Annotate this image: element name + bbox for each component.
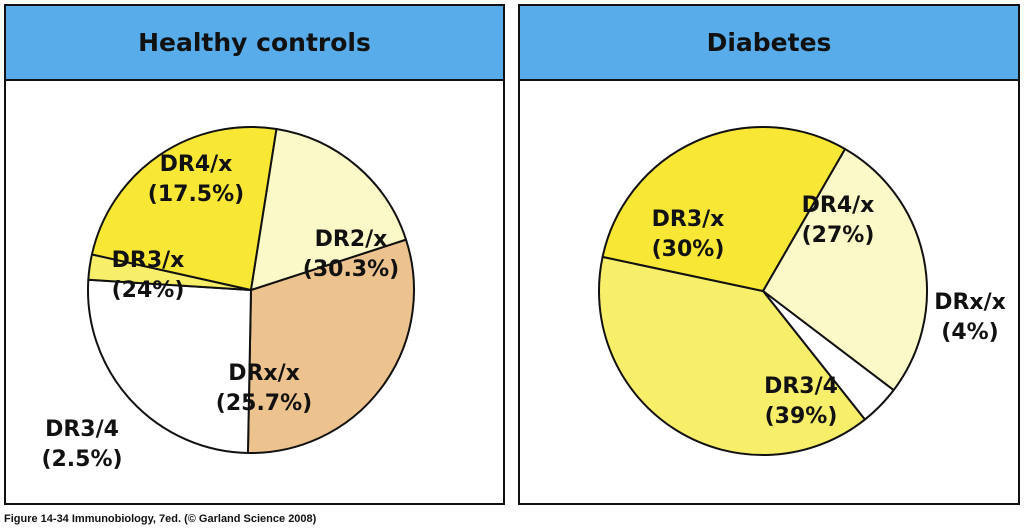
slice-percent-dr4-x: (27%) — [802, 223, 875, 248]
slice-label-dr3-4: DR3/4 — [764, 374, 838, 399]
slice-percent-drx-x: (25.7%) — [216, 391, 312, 416]
diabetes-panel: Diabetes DR4/x (27%) DRx/x (4%) DR3/4 (39%) DR… — [518, 4, 1020, 505]
slice-label-dr3-x: DR3/x — [652, 207, 725, 232]
slice-percent-drx-x: (4%) — [941, 320, 998, 345]
slice-label-dr4-x: DR4/x — [802, 193, 875, 218]
figure-caption: Figure 14-34 Immunobiology, 7ed. (© Garl… — [4, 513, 317, 525]
slice-percent-dr2-x: (30.3%) — [303, 257, 399, 282]
healthy-controls-title: Healthy controls — [6, 6, 503, 81]
pie-slice-dr4-x — [762, 147, 928, 392]
slice-percent-dr3-4: (2.5%) — [41, 447, 122, 472]
diabetes-title: Diabetes — [520, 6, 1018, 81]
pie-slice-dr2-x — [246, 238, 415, 454]
pie-slice-dr3-4 — [598, 255, 866, 456]
pie-slice-drx-x — [86, 278, 252, 454]
diabetes-pie-chart: DR4/x (27%) DRx/x (4%) DR3/4 (39%) DR3/x (30%) — [598, 125, 1006, 456]
slice-percent-dr3-4: (39%) — [765, 404, 838, 429]
healthy-controls-panel: Healthy controls DR2/x (30.3%) DRx/x (25.7%… — [4, 4, 505, 505]
slice-percent-dr4-x: (17.5%) — [148, 182, 244, 207]
pie-slice-dr4-x — [250, 128, 408, 291]
pie-slice-dr3-x — [90, 126, 278, 291]
slice-label-drx-x: DRx/x — [228, 361, 300, 386]
slice-label-dr2-x: DR2/x — [315, 227, 388, 252]
slice-label-drx-x: DRx/x — [934, 290, 1006, 315]
pie-slice-dr3-x — [601, 125, 846, 292]
slice-percent-dr3-x: (30%) — [652, 237, 725, 262]
slice-percent-dr3-x: (24%) — [112, 278, 185, 303]
slice-label-dr3-x: DR3/x — [112, 248, 185, 273]
slice-label-dr4-x: DR4/x — [160, 152, 233, 177]
slice-label-dr3-4: DR3/4 — [45, 417, 119, 442]
healthy-controls-pie-chart: DR2/x (30.3%) DRx/x (25.7%) DR3/4 (2.5%) DR3/x… — [41, 126, 415, 472]
